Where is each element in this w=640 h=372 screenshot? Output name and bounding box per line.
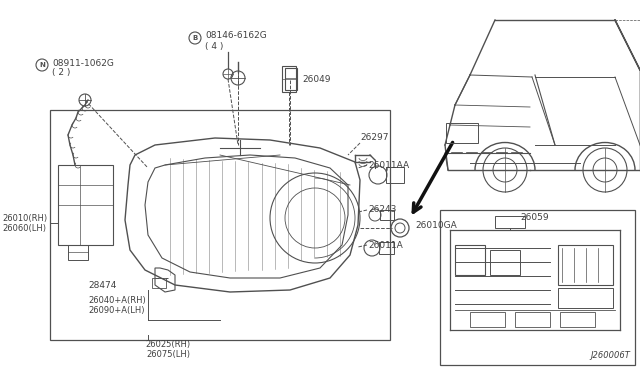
Text: 26025(RH): 26025(RH)	[145, 340, 191, 350]
Bar	[455, 245, 485, 275]
Bar	[379, 242, 394, 254]
Text: 08146-6162G: 08146-6162G	[205, 32, 267, 41]
Bar	[282, 66, 296, 92]
Bar	[285, 68, 297, 90]
Bar	[558, 288, 613, 308]
Text: J260006T: J260006T	[590, 351, 630, 360]
Bar	[68, 245, 88, 260]
Text: 26049: 26049	[302, 74, 330, 83]
Text: 26060(LH): 26060(LH)	[2, 224, 46, 232]
Bar	[560, 312, 595, 327]
Bar	[152, 278, 166, 288]
Text: B: B	[193, 35, 198, 41]
Text: 08911-1062G: 08911-1062G	[52, 58, 114, 67]
Text: 26011AA: 26011AA	[368, 160, 409, 170]
Bar	[470, 312, 505, 327]
Text: 26010GA: 26010GA	[415, 221, 457, 230]
Text: ( 4 ): ( 4 )	[205, 42, 223, 51]
Text: 28474: 28474	[88, 280, 116, 289]
Text: 26075(LH): 26075(LH)	[146, 350, 190, 359]
Text: 26040+A(RH): 26040+A(RH)	[88, 295, 146, 305]
Bar	[440, 210, 635, 365]
Text: 26010(RH): 26010(RH)	[2, 214, 47, 222]
Text: 26243: 26243	[368, 205, 396, 215]
Text: N: N	[39, 62, 45, 68]
Bar	[386, 167, 404, 183]
Bar	[446, 123, 478, 143]
Text: 26011A: 26011A	[368, 241, 403, 250]
Text: 26090+A(LH): 26090+A(LH)	[88, 305, 145, 314]
Bar	[558, 245, 613, 285]
Text: ( 2 ): ( 2 )	[52, 68, 70, 77]
Text: 26059: 26059	[520, 214, 548, 222]
Bar	[515, 312, 550, 327]
Text: 26297: 26297	[360, 134, 388, 142]
Bar	[495, 216, 525, 228]
Bar	[490, 250, 520, 275]
Bar	[380, 210, 394, 220]
Bar	[50, 110, 390, 340]
Bar	[58, 165, 113, 245]
